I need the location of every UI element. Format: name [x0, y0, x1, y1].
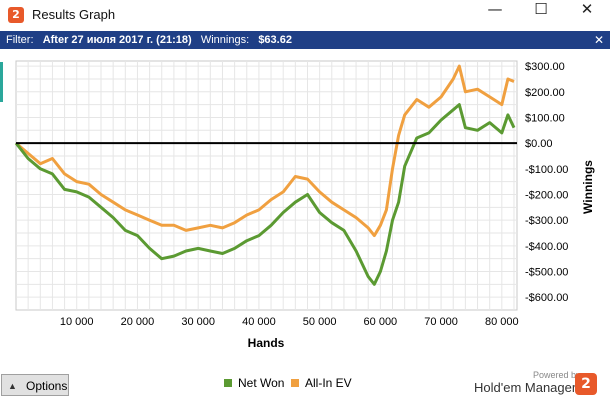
maximize-button[interactable]: ☐ — [534, 0, 548, 18]
chart-area: 10 000 20 000 30 000 40 000 50 000 60 000 70 0… — [0, 49, 610, 369]
y-tick-label: -$400.00 — [525, 241, 568, 253]
options-arrow-icon: ▲ — [8, 381, 17, 391]
powered-by-text: Powered by — [533, 370, 581, 380]
x-tick-label: 70 000 — [424, 316, 458, 328]
app-logo-icon: 2 — [8, 7, 24, 23]
x-tick-label: 10 000 — [60, 316, 94, 328]
y-axis-label: Winnings — [581, 160, 595, 214]
filter-bar: Filter: After 27 июля 2017 г. (21:18) Wi… — [0, 31, 610, 49]
accent-strip — [0, 62, 3, 102]
legend-swatch-net-won — [224, 379, 232, 387]
x-tick-label: 60 000 — [364, 316, 398, 328]
series-line-net-won — [14, 103, 516, 286]
close-button[interactable]: ✕ — [580, 0, 594, 18]
y-tick-label: -$600.00 — [525, 292, 568, 304]
options-button[interactable]: ▲ Options — [1, 374, 69, 396]
window-title: Results Graph — [32, 7, 116, 22]
x-axis-label: Hands — [248, 336, 285, 350]
winnings-value: $63.62 — [258, 34, 292, 46]
minimize-button[interactable]: — — [487, 0, 503, 18]
x-tick-label: 50 000 — [303, 316, 337, 328]
filter-value: After 27 июля 2017 г. (21:18) — [42, 34, 192, 46]
results-chart: 10 000 20 000 30 000 40 000 50 000 60 000 70 0… — [14, 60, 595, 350]
x-tick-label: 20 000 — [121, 316, 155, 328]
y-tick-label: $100.00 — [525, 112, 565, 124]
y-tick-label: $300.00 — [525, 61, 565, 73]
legend-label-all-in-ev: All-In EV — [305, 376, 352, 390]
y-tick-label: -$200.00 — [525, 189, 568, 201]
y-tick-label: -$300.00 — [525, 215, 568, 227]
grid-lines — [16, 61, 517, 310]
filter-close-icon[interactable]: ✕ — [593, 33, 604, 47]
legend-swatch-all-in-ev — [291, 379, 299, 387]
y-tick-label: -$500.00 — [525, 266, 568, 278]
options-label: Options — [26, 379, 68, 393]
x-tick-label: 80 000 — [485, 316, 519, 328]
series-line-all-in-ev — [15, 64, 515, 238]
brand-logo-icon: 2 — [575, 373, 597, 395]
x-tick-label: 40 000 — [242, 316, 276, 328]
bottom-bar: ▲ Options Net Won All-In EV Powered by H… — [0, 370, 610, 400]
winnings-label: Winnings: — [200, 34, 250, 46]
filter-label: Filter: — [6, 34, 34, 46]
x-tick-label: 30 000 — [181, 316, 215, 328]
legend-label-net-won: Net Won — [238, 376, 285, 390]
legend-item-net-won[interactable]: Net Won — [224, 376, 284, 390]
axis-ticks: 10 000 20 000 30 000 40 000 50 000 60 000 70 0… — [60, 61, 569, 328]
legend-item-all-in-ev[interactable]: All-In EV — [291, 376, 352, 390]
y-tick-label: $200.00 — [525, 87, 565, 99]
series-layer — [14, 64, 516, 286]
y-tick-label: $0.00 — [525, 138, 553, 150]
title-bar: 2 Results Graph — ☐ ✕ — [0, 0, 610, 30]
y-tick-label: -$100.00 — [525, 164, 568, 176]
brand-name: Hold'em Manager — [474, 380, 577, 395]
